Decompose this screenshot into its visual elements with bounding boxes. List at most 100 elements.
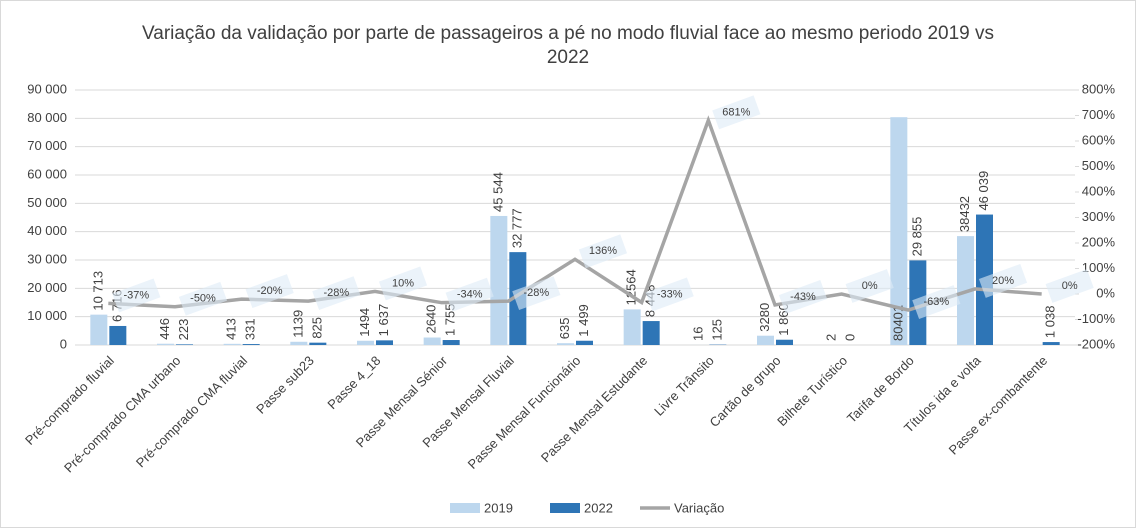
bar-value-label: 29 855 [909,217,924,257]
bar [309,342,327,345]
bar-value-label: 446 [157,318,172,340]
bar [376,340,393,345]
variation-label-box [245,274,294,309]
y2-tick-label: 800% [1082,81,1116,96]
y2-tick-label: 0% [1096,285,1115,300]
bar-value-label: 1 038 [1043,306,1058,339]
variation-label: -20% [257,285,283,297]
bar-value-label: 46 039 [976,171,991,211]
y2-tick-label: -200% [1077,336,1115,351]
legend-swatch [550,503,580,513]
variation-label-box [512,276,561,311]
variation-label-box [912,285,961,319]
y-tick-label: 20 000 [27,280,67,295]
bar-value-label: 2 [824,334,839,341]
y2-tick-label: 200% [1082,234,1116,249]
y2-tick-label: 700% [1082,107,1116,122]
y2-tick-label: 400% [1082,183,1116,198]
bar-value-label: 2640 [424,305,439,334]
bar [557,343,574,345]
variation-label: -28% [523,287,549,299]
variation-label-box [978,263,1028,298]
y-tick-label: 40 000 [27,223,67,238]
variation-label: -33% [657,288,683,300]
bar-value-label: 331 [243,318,258,340]
bar-value-label: 1 637 [376,304,391,337]
variation-label-box [645,277,694,312]
bar [776,339,793,345]
variation-label: -50% [190,293,216,305]
bar-value-label: 1 499 [576,304,591,337]
variation-label: 0% [1062,280,1078,292]
variation-label: 136% [589,245,617,257]
variation-label: -63% [923,296,949,308]
variation-label: -34% [457,289,483,301]
y2-tick-label: 300% [1082,209,1116,224]
variation-label-box [312,276,361,311]
bar [623,309,641,345]
bar-value-label: 223 [176,319,191,341]
variation-label: 681% [722,106,750,118]
variation-label: 20% [992,275,1014,287]
bar-value-label: 635 [557,317,572,339]
variation-label: -43% [790,291,816,303]
y-tick-label: 60 000 [27,166,67,181]
variation-label-box [712,95,761,130]
bar-value-label: 16 [690,326,705,340]
bar-value-label: 1 755 [443,303,458,336]
bar-value-label: 38432 [957,196,972,232]
y-tick-label: 80 000 [27,110,67,125]
variation-label: 0% [862,280,878,292]
bar [490,215,508,345]
bar [757,335,774,345]
bar [442,340,460,345]
variation-label-box [1045,269,1094,303]
bar-value-label: 413 [224,318,239,340]
bar-value-label: 0 [843,334,858,341]
y2-tick-label: 600% [1082,132,1116,147]
variation-label: -37% [123,289,149,301]
bar-value-label: 125 [709,319,724,341]
variation-label-box [578,234,628,269]
bar [223,343,241,345]
variation-label-box [112,278,161,313]
y-tick-label: 50 000 [27,195,67,210]
variation-label-box [178,281,228,316]
bar-value-label: 10 713 [90,271,105,311]
bar [290,341,308,345]
bar [1042,342,1060,345]
variation-label: 10% [392,277,414,289]
bar [576,340,593,345]
variation-label: -28% [323,287,349,299]
y-tick-label: 90 000 [27,81,67,96]
bar [157,343,174,345]
bar [890,117,908,345]
bar-value-label: 32 777 [509,208,524,248]
bar [423,337,441,345]
bar [176,344,193,345]
bar-value-label: 80401 [890,305,905,341]
y-tick-label: 70 000 [27,138,67,153]
bar [642,321,660,345]
variation-label-box [445,277,494,312]
y2-tick-label: -100% [1077,311,1115,326]
bar-value-label: 1139 [290,310,305,338]
bar-value-label: 3280 [757,303,772,332]
y2-tick-label: 500% [1082,158,1116,173]
variation-label-box [778,280,828,314]
bar [242,344,260,345]
legend-label: Variação [674,500,724,515]
legend-swatch [450,503,480,513]
legend-label: 2022 [584,500,613,515]
bar [90,314,108,345]
y-tick-label: 0 [60,336,67,351]
bar-value-label: 45 544 [490,172,505,212]
variation-label-box [378,266,428,301]
y-tick-label: 30 000 [27,251,67,266]
y2-tick-label: 100% [1082,260,1116,275]
chart-title: Variação da validação por parte de passa… [142,23,994,68]
y-tick-label: 10 000 [27,308,67,323]
bar [357,340,374,345]
variation-label-box [845,269,894,303]
